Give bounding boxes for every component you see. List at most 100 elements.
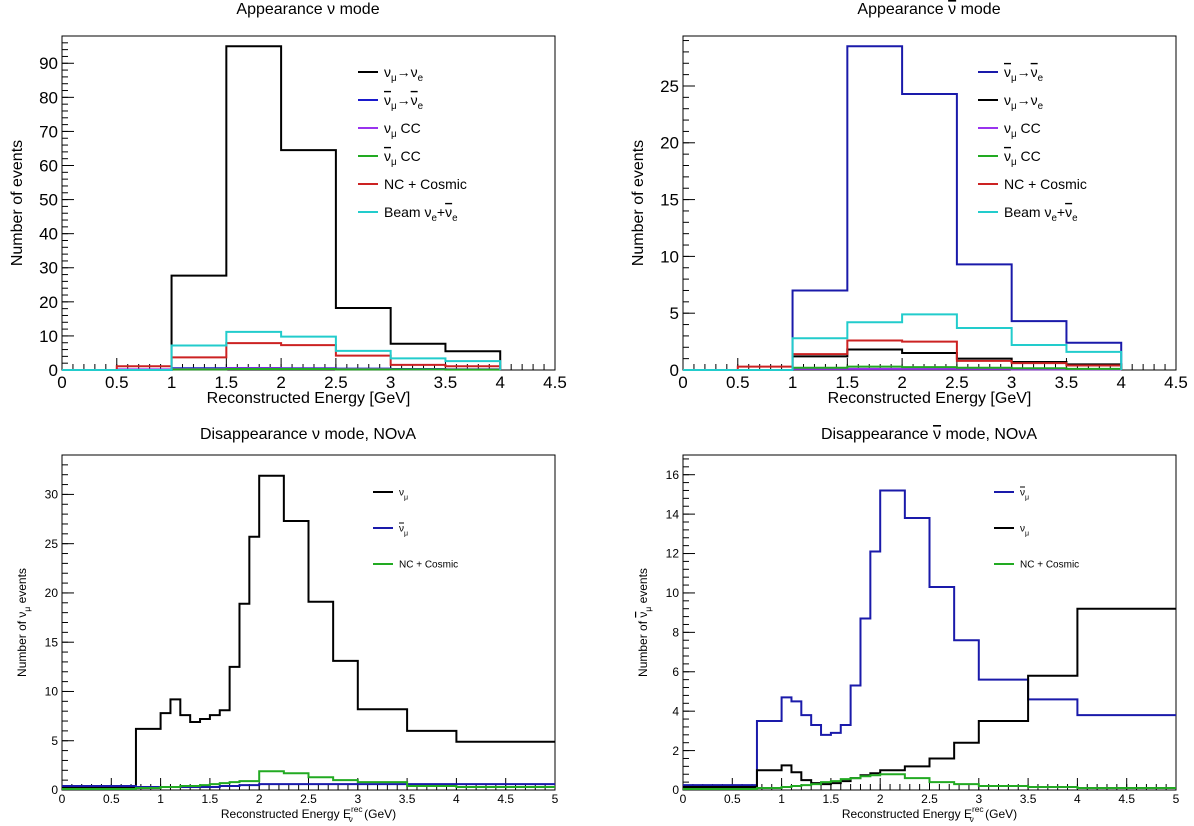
- chart-1: 0 0.5 1 1.5 2 2.5 3 3.5 4 4.5 0 10 20 30 40 50 60 70 80 90 A…: [9, 1, 567, 407]
- x-tick-label: 2.5: [324, 373, 348, 392]
- legend: νμ νμ NC + Cosmic: [373, 488, 458, 571]
- legend-label: νμ CC: [384, 120, 421, 140]
- x-tick-label: 0.5: [103, 792, 120, 806]
- legend-label: νμ CC: [1004, 120, 1041, 140]
- x-tick-label: 0: [59, 792, 66, 806]
- x-tick-label: 1: [167, 373, 176, 392]
- plot-frame: [61, 35, 556, 371]
- y-tick-label: 90: [39, 54, 58, 73]
- x-tick-label: 2: [276, 373, 285, 392]
- x-tick-label: 4: [1116, 373, 1125, 392]
- x-tick-label: 1.5: [215, 373, 239, 392]
- y-tick-label: 25: [660, 77, 679, 96]
- chart-3: 0 0.5 1 1.5 2 2.5 3 3.5 4 4.5 5 0 5 10 15 20 25 30 Disappe…: [15, 426, 559, 824]
- x-tick-label: 0: [678, 373, 687, 392]
- legend-label: νμ: [1020, 488, 1029, 502]
- legend-entry: Beam νe+νe: [978, 204, 1078, 224]
- y-tick-label: 20: [39, 293, 58, 312]
- y-tick-label: 8: [672, 626, 679, 640]
- x-tick-label: 0.5: [726, 373, 750, 392]
- legend-label: νμ: [1020, 524, 1029, 538]
- x-tick-label: 0: [57, 373, 66, 392]
- y-tick-label: 4: [672, 704, 679, 718]
- legend-label: νμ→νe: [1004, 64, 1044, 84]
- y-tick-label: 15: [660, 191, 679, 210]
- series-line-1: [683, 45, 1123, 371]
- chart-title: Appearance ν mode: [236, 1, 379, 18]
- legend-entry: νμ CC: [978, 120, 1041, 140]
- series-line-5: [62, 342, 502, 371]
- legend-entry: νμ→νe: [978, 92, 1044, 112]
- legend-entry: νμ: [994, 488, 1029, 502]
- legend-label: νμ: [399, 488, 408, 502]
- series-line-1: [683, 489, 1176, 787]
- y-tick-label: 0: [670, 361, 679, 380]
- y-tick-label: 10: [39, 327, 58, 346]
- x-tick-label: 2: [877, 792, 884, 806]
- y-tick-label: 60: [39, 156, 58, 175]
- x-axis-label: Reconstructed Energy [GeV]: [828, 390, 1032, 407]
- y-axis-label: Number of events: [630, 140, 647, 266]
- legend-entry: NC + Cosmic: [978, 176, 1087, 192]
- legend-label: Beam νe+νe: [384, 204, 458, 224]
- y-tick-label: 6: [672, 665, 679, 679]
- legend-entry: νμ CC: [358, 148, 421, 168]
- y-tick-label: 10: [666, 586, 680, 600]
- x-tick-label: 3.5: [399, 792, 416, 806]
- y-tick-label: 70: [39, 122, 58, 141]
- legend-entry: νμ→νe: [358, 64, 424, 84]
- legend-entry: νμ CC: [358, 120, 421, 140]
- x-tick-label: 0.5: [105, 373, 129, 392]
- x-tick-label: 3: [386, 373, 395, 392]
- x-axis-label: Reconstructed Energy Erec ν (GeV): [221, 804, 396, 824]
- x-tick-label: 2.5: [300, 792, 317, 806]
- legend-entry: νμ CC: [978, 148, 1041, 168]
- legend-entry: νμ: [373, 524, 408, 538]
- series-line-1: [62, 474, 555, 789]
- y-tick-label: 5: [670, 304, 679, 323]
- legend-entry: NC + Cosmic: [358, 176, 467, 192]
- chart-2: 0 0.5 1 1.5 2 2.5 3 3.5 4 4.5 0 5 10 15 20 25 Appearance…: [630, 1, 1188, 407]
- x-tick-label: 3: [1007, 373, 1016, 392]
- x-tick-label: 1.5: [202, 792, 219, 806]
- x-tick-label: 0.5: [724, 792, 741, 806]
- legend-label: νμ→νe: [384, 64, 424, 84]
- y-tick-label: 10: [660, 247, 679, 266]
- legend-entry: νμ: [994, 524, 1029, 538]
- legend-label: νμ CC: [384, 148, 421, 168]
- x-axis-label: Reconstructed Energy Erec ν (GeV): [842, 804, 1017, 824]
- x-tick-label: 1: [157, 792, 164, 806]
- x-tick-label: 3.5: [434, 373, 458, 392]
- x-tick-label: 5: [552, 792, 559, 806]
- legend-label: νμ→νe: [384, 92, 424, 112]
- legend-label: NC + Cosmic: [1020, 560, 1079, 571]
- x-axis-label: Reconstructed Energy [GeV]: [207, 390, 411, 407]
- y-tick-label: 50: [39, 191, 58, 210]
- legend-label: NC + Cosmic: [384, 176, 467, 192]
- y-tick-label: 5: [51, 734, 58, 748]
- legend-entry: νμ→νe: [978, 64, 1044, 84]
- chart-title: Disappearance ν mode, NOνA: [821, 426, 1037, 443]
- series-line-6: [62, 330, 502, 371]
- x-tick-label: 2.5: [945, 373, 969, 392]
- x-tick-label: 4: [1074, 792, 1081, 806]
- legend: νμ νμ NC + Cosmic: [994, 488, 1079, 571]
- y-tick-label: 25: [45, 537, 59, 551]
- y-tick-label: 80: [39, 88, 58, 107]
- legend-entry: NC + Cosmic: [373, 560, 458, 571]
- x-tick-label: 3: [975, 792, 982, 806]
- series-line-1: [62, 45, 502, 371]
- series-line-6: [683, 313, 1123, 371]
- x-tick-label: 4: [453, 792, 460, 806]
- x-tick-label: 1: [788, 373, 797, 392]
- x-tick-label: 2: [256, 792, 263, 806]
- x-tick-label: 2: [897, 373, 906, 392]
- y-tick-label: 0: [51, 783, 58, 797]
- x-tick-label: 2.5: [921, 792, 938, 806]
- y-axis-label: Number of νμ events: [636, 568, 653, 677]
- x-tick-label: 3: [354, 792, 361, 806]
- y-tick-label: 20: [660, 134, 679, 153]
- x-tick-label: 5: [1173, 792, 1180, 806]
- y-tick-label: 15: [45, 635, 59, 649]
- legend-label: νμ CC: [1004, 148, 1041, 168]
